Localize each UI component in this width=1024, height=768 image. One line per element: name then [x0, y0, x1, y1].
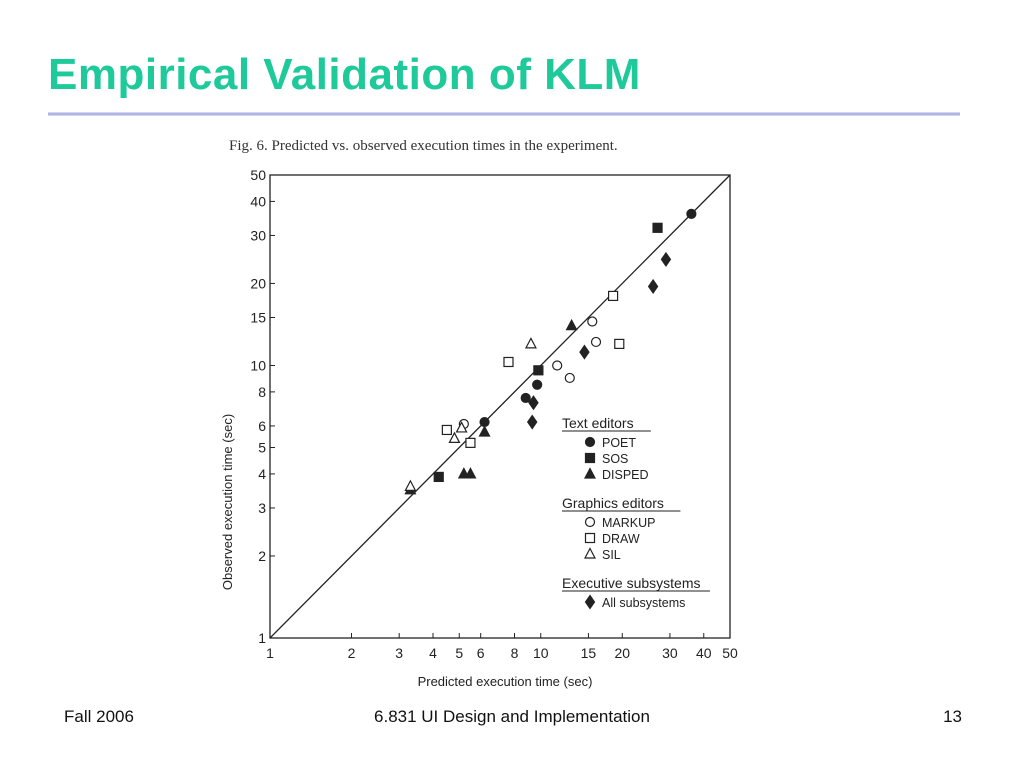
point-sil [448, 431, 461, 444]
x-tick-label: 6 [477, 645, 485, 661]
point-markup [587, 316, 598, 327]
legend-item: SOS [602, 452, 628, 466]
y-tick-label: 20 [250, 275, 266, 291]
footer-date: Fall 2006 [64, 707, 134, 726]
legend-marker [584, 452, 596, 464]
x-tick-label: 3 [395, 645, 403, 661]
point-poet [686, 208, 697, 219]
point-draw [607, 290, 619, 302]
point-draw [614, 338, 625, 350]
point-draw [503, 356, 514, 368]
legend-marker [584, 547, 596, 559]
point-sil [524, 337, 537, 349]
title-divider [48, 112, 960, 116]
legend-group-title: Graphics editors [562, 495, 664, 511]
legend-marker [584, 516, 596, 528]
legend-item: POET [602, 436, 636, 450]
legend-group-title: Executive subsystems [562, 575, 701, 591]
point-all-subsystems [579, 344, 590, 360]
point-all-subsystems [528, 395, 539, 411]
point-draw [441, 424, 452, 436]
point-all-subsystems [647, 278, 659, 294]
legend-item: DISPED [602, 468, 649, 482]
point-sos [533, 365, 544, 376]
legend-item: SIL [602, 548, 621, 562]
point-markup [564, 372, 575, 384]
legend-item: MARKUP [602, 516, 655, 530]
x-tick-label: 5 [455, 645, 463, 661]
y-tick-label: 1 [258, 630, 266, 646]
legend-marker [584, 532, 596, 544]
point-poet [520, 392, 531, 404]
x-tick-label: 15 [581, 645, 597, 661]
point-disped [565, 318, 578, 331]
footer-course: 6.831 UI Design and Implementation [374, 707, 650, 726]
slide-title: Empirical Validation of KLM [48, 50, 641, 99]
point-sos [433, 471, 444, 483]
legend: Text editors POET SOS DISPED Graphics editor… [562, 415, 710, 610]
y-axis-label: Observed execution time (sec) [220, 414, 235, 590]
legend-marker [584, 594, 596, 610]
reference-line [269, 174, 731, 639]
point-all-subsystems [660, 251, 672, 267]
y-tick-label: 8 [258, 384, 266, 400]
y-tick-label: 3 [258, 500, 266, 516]
y-tick-label: 2 [258, 548, 266, 564]
point-sil [455, 421, 468, 433]
x-tick-label: 8 [511, 645, 519, 661]
x-tick-label: 40 [696, 645, 712, 661]
legend-group-title: Text editors [562, 415, 634, 431]
y-tick-label: 30 [250, 227, 266, 243]
x-axis-label: Predicted execution time (sec) [418, 674, 593, 689]
point-poet [479, 416, 490, 428]
point-disped [478, 425, 491, 437]
footer-page-number: 13 [943, 707, 962, 726]
axes [269, 174, 731, 639]
x-tick-label: 20 [614, 645, 630, 661]
y-tick-label: 40 [250, 193, 266, 209]
y-tick-label: 4 [258, 466, 266, 482]
legend-item: DRAW [602, 532, 640, 546]
data-points [404, 208, 697, 495]
x-tick-label: 2 [348, 645, 356, 661]
x-tick-label: 4 [429, 645, 437, 661]
x-tick-label: 1 [266, 645, 274, 661]
point-all-subsystems [526, 414, 538, 430]
y-tick-label: 10 [250, 357, 266, 373]
point-disped [464, 467, 477, 479]
point-draw [465, 437, 476, 448]
plot-frame [269, 174, 731, 639]
x-tick-label: 30 [662, 645, 678, 661]
legend-marker [584, 436, 596, 448]
y-tick-label: 6 [258, 418, 266, 434]
legend-marker [584, 467, 596, 479]
y-tick-label: 15 [250, 309, 266, 325]
legend-item: All subsystems [602, 596, 685, 610]
y-tick-label: 50 [250, 167, 266, 183]
chart-title: Fig. 6. Predicted vs. observed execution… [229, 138, 618, 154]
point-markup [552, 360, 563, 371]
point-markup [590, 336, 602, 348]
point-sos [652, 222, 663, 233]
x-tick-label: 50 [722, 645, 738, 661]
point-poet [532, 379, 543, 390]
y-tick-label: 5 [258, 440, 266, 456]
x-tick-label: 10 [533, 645, 549, 661]
point-sil [404, 479, 417, 491]
